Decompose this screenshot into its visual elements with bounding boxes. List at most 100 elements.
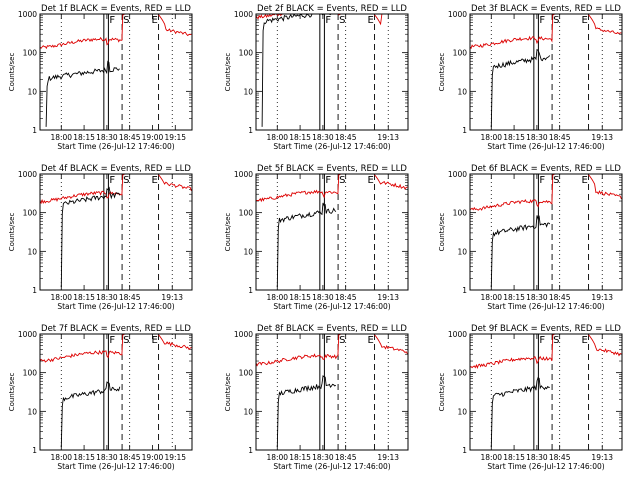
- marker-label-s: S: [339, 15, 345, 26]
- plot-frame: [39, 13, 193, 131]
- panel-title: Det 3f BLACK = Events, RED = LLD: [471, 4, 621, 14]
- marker-label-f: F: [109, 335, 115, 346]
- x-tick-label: 18:00: [50, 133, 72, 142]
- x-tick-label: 18:00: [480, 293, 502, 302]
- x-tick-label: 18:45: [119, 293, 141, 302]
- y-tick-label: 100: [23, 209, 38, 218]
- marker-label-f: F: [109, 15, 115, 26]
- y-tick-label: 1000: [448, 170, 467, 179]
- marker-label-e: E: [368, 15, 374, 26]
- x-tick-label: 18:00: [480, 453, 502, 462]
- x-axis-label: Start Time (26-Jul-12 17:46:00): [273, 302, 390, 311]
- events-series-line: [490, 215, 551, 287]
- y-axis-label: Counts/sec: [224, 373, 232, 412]
- x-tick-label: 18:15: [73, 293, 95, 302]
- y-tick-label: 1000: [234, 330, 253, 339]
- plot-frame: [469, 173, 623, 291]
- events-series-line: [276, 375, 337, 447]
- y-tick-label: 1: [248, 446, 253, 455]
- lld-series-line: [469, 173, 556, 211]
- marker-label-f: F: [539, 175, 545, 186]
- x-tick-label: 18:00: [266, 133, 288, 142]
- x-tick-label: 19:13: [161, 293, 183, 302]
- lld-series-line: [158, 14, 192, 37]
- y-axis-label: Counts/sec: [224, 53, 232, 92]
- x-tick-label: 18:00: [266, 293, 288, 302]
- marker-label-s: S: [553, 175, 559, 186]
- y-tick-label: 1000: [234, 170, 253, 179]
- x-tick-label: 18:30: [526, 133, 548, 142]
- y-tick-label: 10: [457, 407, 467, 416]
- y-tick-label: 1000: [18, 330, 37, 339]
- panel-det-2f: Det 2f BLACK = Events, RED = LLD Counts/s…: [224, 4, 409, 151]
- lld-series-line: [158, 174, 192, 192]
- lld-series-line: [158, 334, 192, 351]
- y-tick-label: 10: [457, 247, 467, 256]
- y-tick-label: 100: [239, 369, 254, 378]
- lld-series-line: [469, 333, 556, 369]
- events-series-line: [60, 381, 121, 447]
- x-tick-label: 18:30: [96, 293, 118, 302]
- plot-frame: [39, 173, 193, 291]
- x-tick-label: 18:45: [335, 293, 357, 302]
- panel-det-6f: Det 6f BLACK = Events, RED = LLD Counts/s…: [438, 164, 623, 311]
- x-axis-label: Start Time (26-Jul-12 17:46:00): [273, 462, 390, 471]
- lld-series-line: [588, 334, 622, 357]
- panel-det-1f: Det 1f BLACK = Events, RED = LLD Counts/s…: [8, 4, 193, 151]
- y-tick-label: 100: [453, 49, 468, 58]
- y-tick-label: 1: [462, 286, 467, 295]
- plot-frame: [255, 333, 409, 451]
- panel-title: Det 1f BLACK = Events, RED = LLD: [41, 4, 191, 14]
- x-tick-label: 19:13: [591, 293, 613, 302]
- y-tick-label: 10: [27, 87, 37, 96]
- x-axis-label: Start Time (26-Jul-12 17:46:00): [487, 302, 604, 311]
- marker-label-s: S: [123, 15, 129, 26]
- x-tick-label: 18:45: [335, 453, 357, 462]
- y-tick-label: 1000: [448, 330, 467, 339]
- marker-label-f: F: [325, 15, 331, 26]
- x-axis-label: Start Time (26-Jul-12 17:46:00): [273, 142, 390, 151]
- y-tick-label: 1: [462, 446, 467, 455]
- plot-frame: [39, 333, 193, 451]
- panel-det-5f: Det 5f BLACK = Events, RED = LLD Counts/s…: [224, 164, 409, 311]
- x-tick-label: 18:00: [50, 293, 72, 302]
- panel-title: Det 9f BLACK = Events, RED = LLD: [471, 324, 621, 334]
- marker-label-f: F: [539, 15, 545, 26]
- marker-label-e: E: [152, 15, 158, 26]
- lld-series-line: [374, 13, 408, 26]
- x-tick-label: 18:45: [549, 133, 571, 142]
- y-tick-label: 1000: [18, 170, 37, 179]
- x-tick-label: 18:00: [266, 453, 288, 462]
- lld-series-line: [255, 333, 342, 367]
- x-tick-label: 19:13: [377, 293, 399, 302]
- x-tick-label: 18:30: [312, 453, 334, 462]
- marker-label-f: F: [109, 175, 115, 186]
- y-tick-label: 1: [248, 126, 253, 135]
- panel-title: Det 5f BLACK = Events, RED = LLD: [257, 164, 407, 174]
- x-tick-label: 18:45: [119, 133, 141, 142]
- lld-series-line: [255, 173, 342, 203]
- panel-det-7f: Det 7f BLACK = Events, RED = LLD Counts/s…: [8, 324, 193, 471]
- x-tick-label: 18:45: [335, 133, 357, 142]
- panel-title: Det 7f BLACK = Events, RED = LLD: [41, 324, 191, 334]
- x-tick-label: 18:15: [73, 133, 95, 142]
- x-axis-label: Start Time (26-Jul-12 17:46:00): [57, 462, 174, 471]
- y-tick-label: 1: [462, 126, 467, 135]
- marker-label-e: E: [152, 175, 158, 186]
- marker-label-s: S: [123, 175, 129, 186]
- lld-series-line: [39, 333, 126, 363]
- plot-frame: [255, 173, 409, 291]
- events-series-line: [45, 60, 120, 127]
- x-axis-label: Start Time (26-Jul-12 17:46:00): [487, 142, 604, 151]
- lld-series-line: [374, 174, 408, 190]
- marker-label-s: S: [123, 335, 129, 346]
- x-tick-label: 19:13: [591, 133, 613, 142]
- y-axis-label: Counts/sec: [438, 53, 446, 92]
- y-tick-label: 10: [243, 247, 253, 256]
- x-tick-label: 19:00: [142, 133, 164, 142]
- y-tick-label: 100: [23, 49, 38, 58]
- panel-title: Det 6f BLACK = Events, RED = LLD: [471, 164, 621, 174]
- marker-label-e: E: [368, 335, 374, 346]
- panel-det-4f: Det 4f BLACK = Events, RED = LLD Counts/s…: [8, 164, 193, 311]
- lld-series-line: [469, 13, 556, 50]
